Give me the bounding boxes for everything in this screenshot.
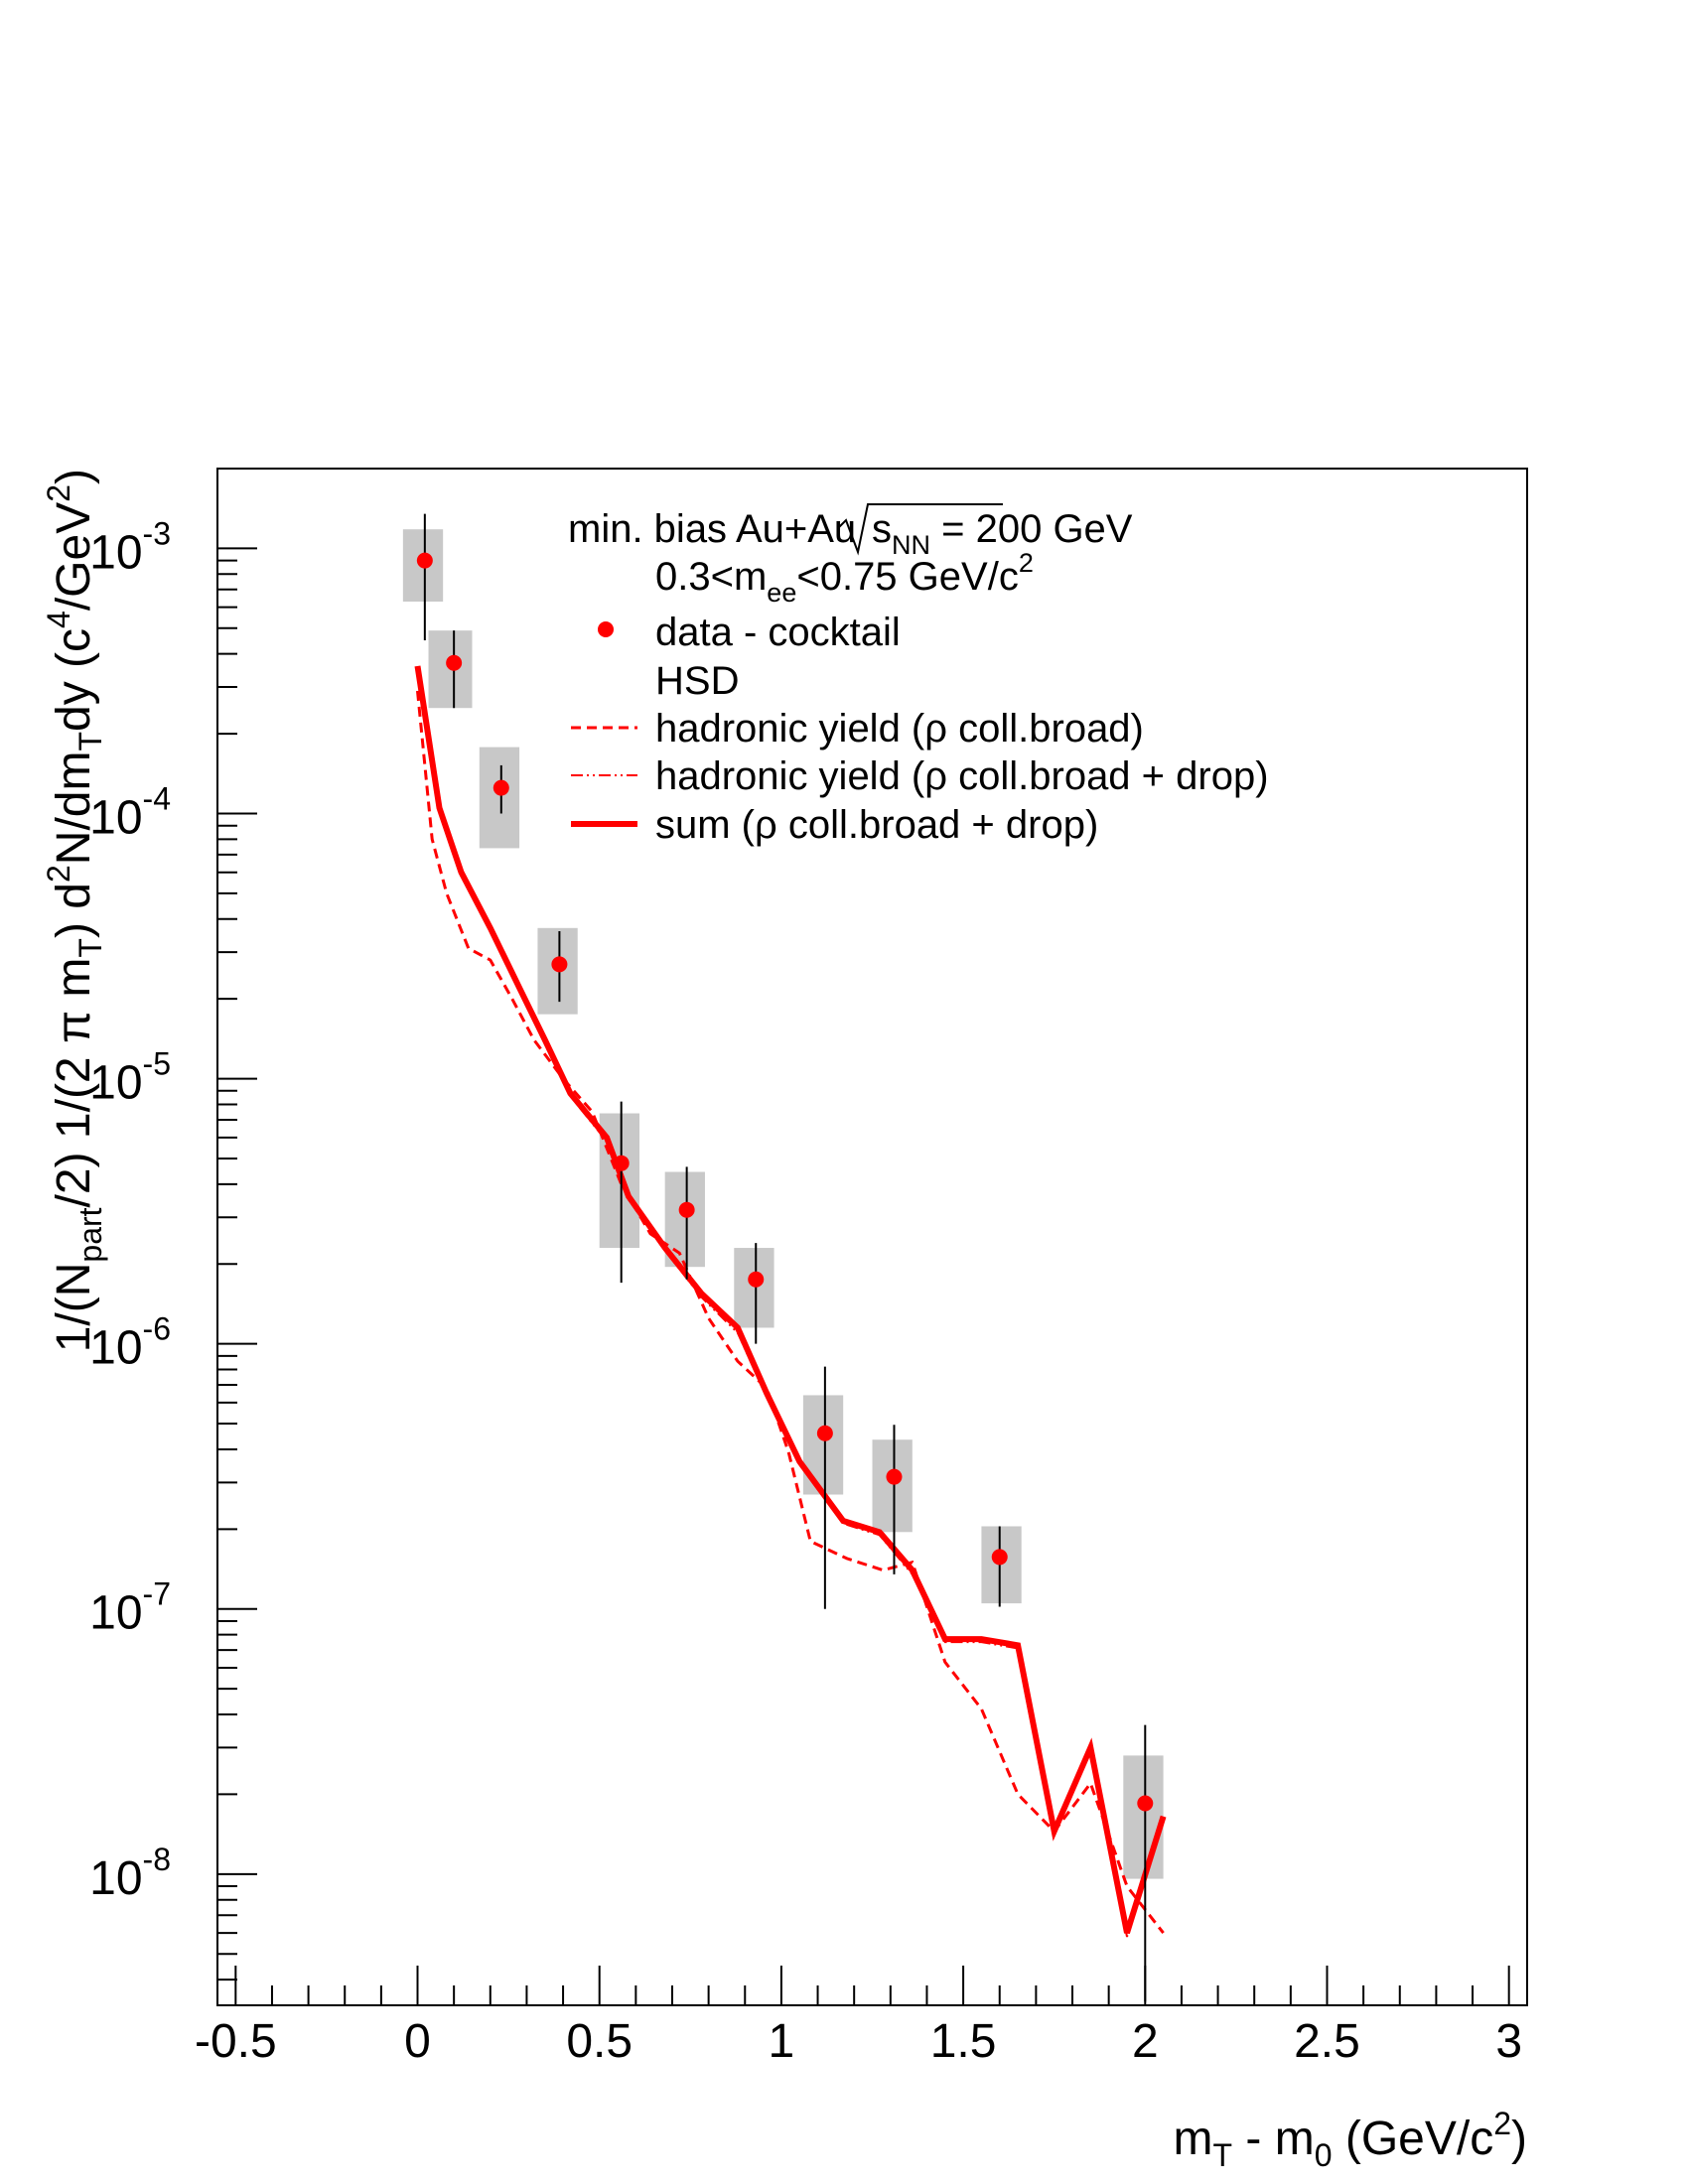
x-label-main: m bbox=[1174, 2113, 1213, 2165]
y-tick-exponent: -3 bbox=[143, 515, 171, 551]
data-point-10 bbox=[1137, 1795, 1154, 1812]
y-label-p5: N/dm bbox=[48, 751, 100, 866]
x-label-end: (GeV/c bbox=[1333, 2113, 1494, 2165]
legend-entry-broad: hadronic yield (ρ coll.broad) bbox=[655, 707, 1144, 751]
data-point-0 bbox=[416, 552, 433, 569]
sqrt-symbol bbox=[837, 503, 1003, 556]
y-label-p1: 1/(N bbox=[48, 1263, 100, 1353]
y-label-p6-sup: 4 bbox=[41, 611, 76, 628]
data-point-9 bbox=[991, 1549, 1008, 1566]
y-tick-exponent: -5 bbox=[143, 1046, 171, 1082]
legend-h2-b: <0.75 GeV/c bbox=[796, 555, 1018, 599]
legend-entry-hsd: HSD bbox=[655, 659, 739, 703]
y-tick-label-3: 10-5 bbox=[89, 1046, 171, 1110]
y-label-p2: /2) 1/(2 bbox=[48, 1043, 100, 1207]
legend-header-1-sqrt: sNN = 200 GeV bbox=[872, 507, 1133, 560]
legend-header-1-text: min. bias Au+Au bbox=[568, 507, 856, 551]
data-point-5 bbox=[678, 1201, 695, 1218]
x-tick-label-2: 0.5 bbox=[566, 2015, 633, 2068]
y-label-p7: /GeV bbox=[48, 502, 100, 611]
y-tick-base: 10 bbox=[89, 526, 142, 579]
legend-h2-a: 0.3<m bbox=[655, 555, 767, 599]
y-label-p4: ) d bbox=[48, 883, 100, 938]
sys-box-8 bbox=[872, 1439, 913, 1533]
legend-header-2: 0.3<mee<0.75 GeV/c2 bbox=[655, 548, 1034, 608]
y-tick-base: 10 bbox=[89, 791, 142, 844]
x-tick-label-5: 2 bbox=[1132, 2015, 1159, 2068]
plot-frame bbox=[216, 468, 1528, 2006]
y-label-p3-sub: T bbox=[72, 938, 108, 958]
legend-header-1-end: = 200 GeV bbox=[930, 507, 1133, 551]
legend-h2-sub: ee bbox=[767, 578, 796, 608]
x-label-mid: - m bbox=[1232, 2113, 1315, 2165]
y-label-p1-sub: part bbox=[72, 1207, 108, 1262]
y-label-p6: dy (c bbox=[48, 628, 100, 732]
y-tick-exponent: -8 bbox=[143, 1842, 171, 1877]
data-point-8 bbox=[886, 1468, 903, 1485]
y-label-p3: m bbox=[48, 958, 100, 1011]
y-tick-exponent: -7 bbox=[143, 1576, 171, 1612]
x-tick-label-4: 1.5 bbox=[930, 2015, 997, 2068]
legend-sqrt-s: s bbox=[872, 507, 892, 551]
y-tick-base: 10 bbox=[89, 1057, 142, 1110]
y-tick-label-2: 10-6 bbox=[89, 1311, 171, 1375]
data-points bbox=[416, 552, 1154, 1812]
y-tick-label-1: 10-7 bbox=[89, 1576, 171, 1640]
y-tick-base: 10 bbox=[89, 1322, 142, 1375]
error-bars bbox=[423, 513, 1147, 2002]
y-tick-base: 10 bbox=[89, 1852, 142, 1905]
y-label-p4-sup: 2 bbox=[41, 865, 76, 883]
x-axis-label: mT - m0 (GeV/c2) bbox=[1174, 2106, 1527, 2173]
axes: -0.5 0 0.5 1 1.5 2 2.5 310-810-710-610-510-410-… bbox=[89, 468, 1528, 2068]
data-point-3 bbox=[551, 956, 568, 973]
y-axis-label: 1/(Npart/2) 1/(2 π mT) d2N/dmTdy (c4/GeV… bbox=[41, 469, 108, 1352]
series-line-dashdot bbox=[416, 669, 1165, 1938]
y-tick-label-5: 10-3 bbox=[89, 515, 171, 579]
legend-entry-drop: hadronic yield (ρ coll.broad + drop) bbox=[655, 754, 1269, 798]
data-point-2 bbox=[492, 779, 509, 796]
sys-box-10 bbox=[1123, 1755, 1164, 1879]
y-label-pi: π bbox=[48, 1011, 100, 1043]
model-curves bbox=[414, 665, 1167, 1938]
x-label-close: ) bbox=[1511, 2113, 1527, 2165]
y-tick-base: 10 bbox=[89, 1587, 142, 1640]
x-label-sub1: T bbox=[1213, 2137, 1233, 2173]
x-tick-label-0: -0.5 bbox=[195, 2015, 277, 2068]
sys-box-9 bbox=[981, 1526, 1022, 1604]
x-tick-label-6: 2.5 bbox=[1294, 2015, 1360, 2068]
y-label-p8: ) bbox=[48, 469, 100, 484]
sys-box-5 bbox=[664, 1171, 705, 1268]
series-line-dashed bbox=[416, 690, 1165, 1935]
x-tick-label-7: 3 bbox=[1495, 2015, 1522, 2068]
x-tick-label-1: 0 bbox=[404, 2015, 431, 2068]
y-label-p5-sub: T bbox=[72, 732, 108, 751]
sys-box-6 bbox=[734, 1248, 774, 1328]
legend-sqrt-sub: NN bbox=[892, 530, 930, 560]
legend: min. bias Au+Au sNN = 200 GeV 0.3<mee<0.… bbox=[568, 503, 1269, 847]
y-tick-label-4: 10-4 bbox=[89, 780, 171, 844]
data-point-4 bbox=[613, 1155, 630, 1171]
x-tick-label-3: 1 bbox=[769, 2015, 795, 2068]
sys-box-2 bbox=[479, 747, 520, 849]
legend-h2-sup: 2 bbox=[1019, 548, 1034, 578]
y-tick-label-0: 10-8 bbox=[89, 1842, 171, 1905]
y-tick-exponent: -4 bbox=[143, 780, 171, 816]
legend-entry-data: data - cocktail bbox=[655, 611, 901, 654]
legend-entry-sum: sum (ρ coll.broad + drop) bbox=[655, 803, 1098, 847]
y-label-p7-sup: 2 bbox=[41, 484, 76, 502]
x-label-sup: 2 bbox=[1493, 2106, 1511, 2141]
legend-marker-data bbox=[598, 621, 614, 637]
x-label-sub2: 0 bbox=[1315, 2137, 1333, 2173]
series-line-solid bbox=[414, 665, 1167, 1934]
y-tick-exponent: -6 bbox=[143, 1311, 171, 1347]
sys-box-7 bbox=[802, 1395, 844, 1495]
data-point-7 bbox=[816, 1425, 833, 1441]
data-point-6 bbox=[748, 1271, 765, 1288]
legend-header-1: min. bias Au+Au bbox=[568, 507, 856, 551]
data-point-1 bbox=[446, 654, 463, 671]
